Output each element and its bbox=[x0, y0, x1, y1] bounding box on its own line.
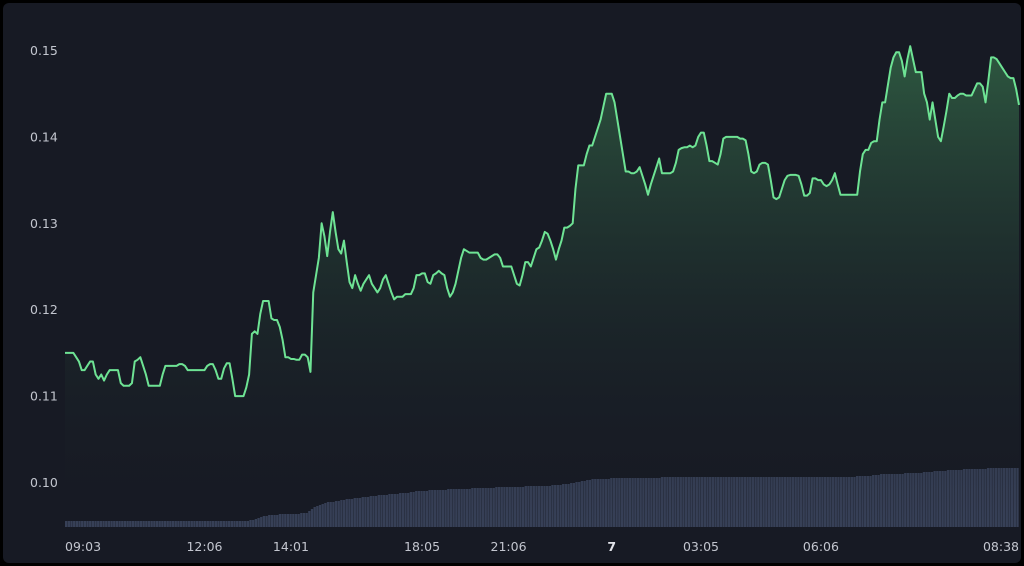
x-tick-label: 21:06 bbox=[491, 539, 527, 554]
y-tick-label: 0.10 bbox=[30, 475, 58, 490]
price-area bbox=[65, 46, 1019, 527]
x-tick-label: 14:01 bbox=[273, 539, 309, 554]
x-tick-label: 12:06 bbox=[186, 539, 222, 554]
y-axis: 0.10 0.11 0.12 0.13 0.14 0.15 bbox=[30, 43, 58, 490]
x-tick-label: 7 bbox=[607, 539, 616, 554]
x-tick-label: 03:05 bbox=[683, 539, 719, 554]
x-tick-label: 09:03 bbox=[65, 539, 101, 554]
y-tick-label: 0.12 bbox=[30, 302, 58, 317]
y-tick-label: 0.14 bbox=[30, 129, 58, 144]
y-tick-label: 0.13 bbox=[30, 216, 58, 231]
chart-panel: 0.10 0.11 0.12 0.13 0.14 0.15 09:03 12:06 14:01… bbox=[3, 3, 1021, 563]
x-tick-label: 06:06 bbox=[803, 539, 839, 554]
y-tick-label: 0.15 bbox=[30, 43, 58, 58]
price-chart[interactable]: 0.10 0.11 0.12 0.13 0.14 0.15 09:03 12:06 14:01… bbox=[3, 3, 1021, 563]
y-tick-label: 0.11 bbox=[30, 389, 58, 404]
x-tick-label: 08:38 bbox=[983, 539, 1019, 554]
x-tick-label: 18:05 bbox=[404, 539, 440, 554]
x-axis: 09:03 12:06 14:01 18:05 21:06 7 03:05 06:06 08:3… bbox=[65, 539, 1019, 554]
price-line bbox=[65, 45, 1020, 398]
